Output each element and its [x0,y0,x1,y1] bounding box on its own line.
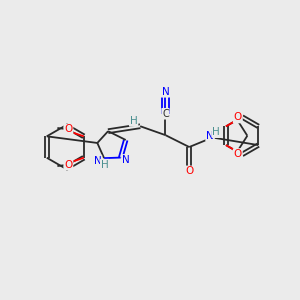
Text: N: N [122,155,130,165]
Text: H: H [212,127,220,137]
Text: C: C [162,109,169,119]
Text: O: O [234,149,242,159]
Text: O: O [185,167,194,176]
Text: O: O [64,124,73,134]
Text: O: O [234,112,242,122]
Text: O: O [64,160,73,170]
Text: H: H [101,160,109,170]
Text: N: N [162,87,169,97]
Text: H: H [130,116,137,126]
Text: N: N [206,131,214,141]
Text: N: N [94,155,101,166]
